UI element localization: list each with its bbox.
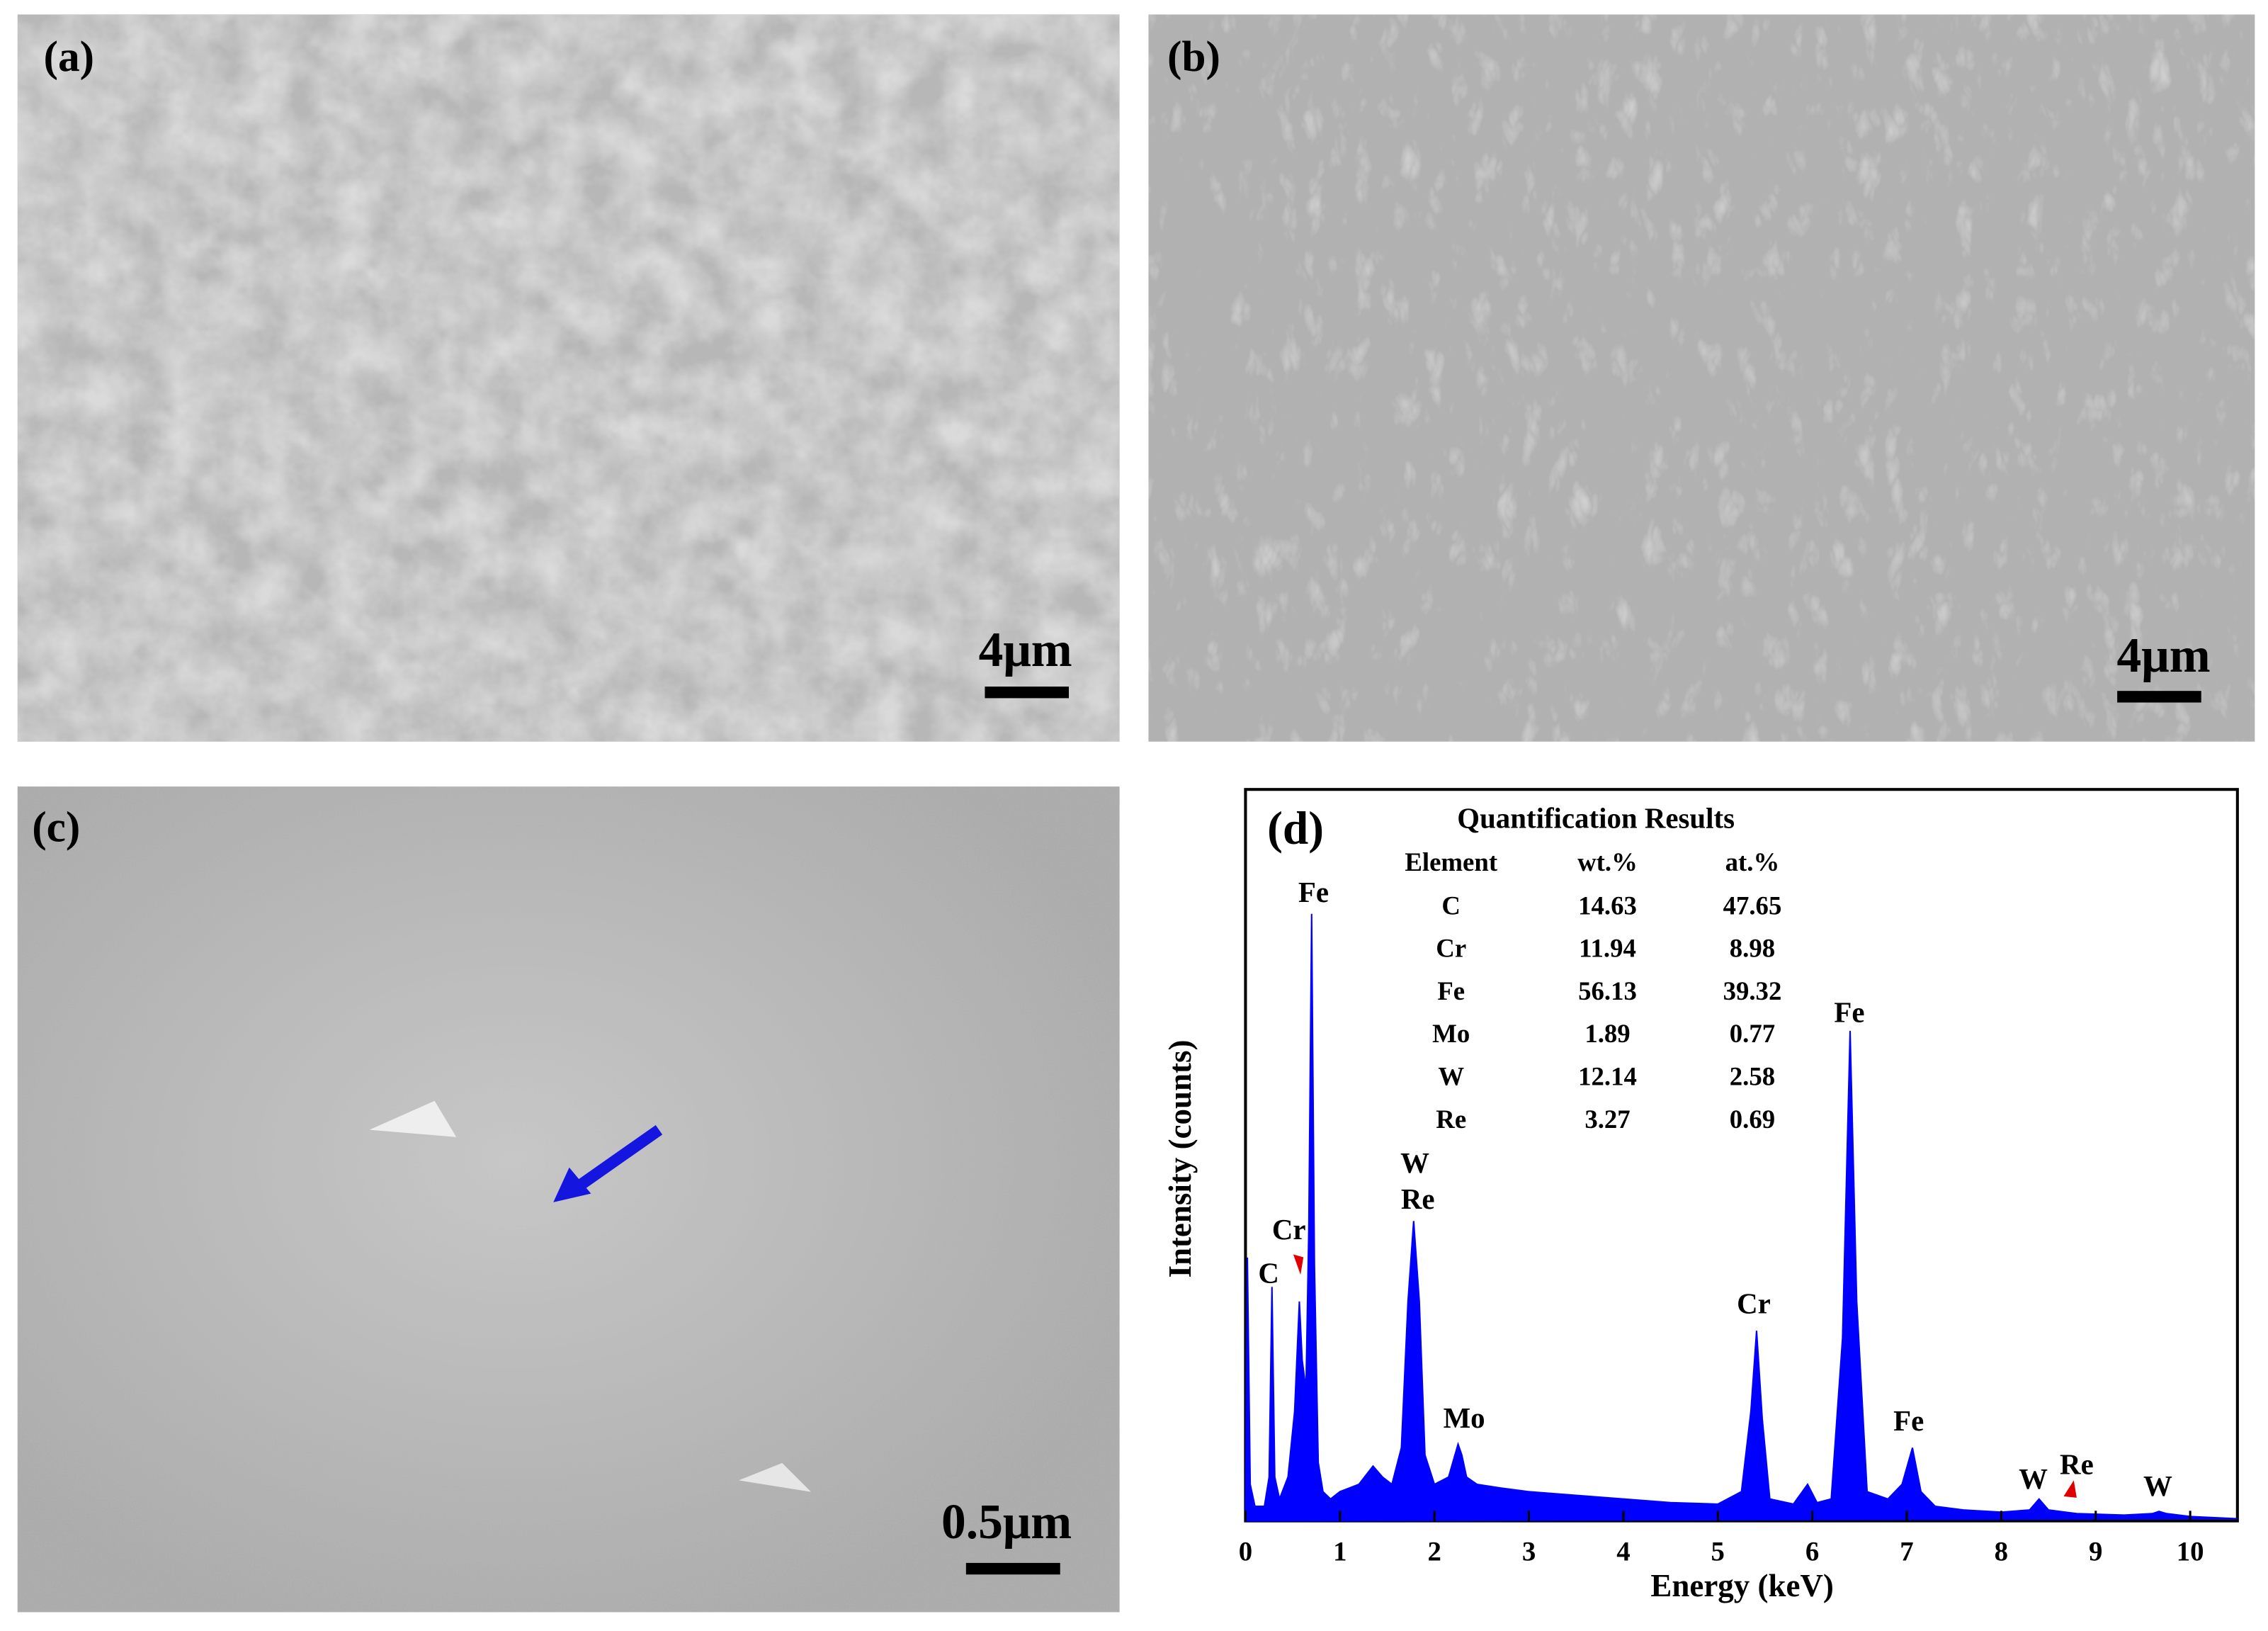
table-cell: Fe xyxy=(1437,976,1465,1005)
peak-label: Re xyxy=(2060,1448,2094,1480)
table-cell: 39.32 xyxy=(1723,976,1782,1005)
x-tick-label: 6 xyxy=(1805,1537,1819,1567)
table-cell: 12.14 xyxy=(1578,1062,1637,1091)
table-cell: Mo xyxy=(1432,1019,1470,1048)
panel-label: (b) xyxy=(1167,33,1220,81)
x-axis-label: Energy (keV) xyxy=(1650,1568,1834,1603)
table-cell: 2.58 xyxy=(1730,1062,1775,1091)
panel-label: (d) xyxy=(1267,803,1324,854)
table-cell: 14.63 xyxy=(1578,891,1637,920)
arrow-shaft xyxy=(573,1124,663,1193)
table-cell: 56.13 xyxy=(1578,976,1637,1005)
panel-label: (c) xyxy=(32,803,80,852)
peak-label: Re xyxy=(1401,1183,1435,1215)
y-axis-label: Intensity (counts) xyxy=(1162,1040,1198,1278)
table-cell: 47.65 xyxy=(1723,891,1782,920)
red-arrow xyxy=(1293,1254,1304,1275)
table-header: Element xyxy=(1405,847,1497,876)
x-tick-label: 10 xyxy=(2177,1537,2204,1567)
peak-label: W xyxy=(2019,1463,2048,1495)
spectrum xyxy=(1244,913,2238,1522)
x-tick-label: 3 xyxy=(1522,1537,1536,1567)
scale-bar xyxy=(2117,691,2201,703)
x-tick-label: 1 xyxy=(1333,1537,1346,1567)
scale-bar-label: 4μm xyxy=(2117,628,2211,683)
x-tick-label: 9 xyxy=(2089,1537,2102,1567)
peak-label: W xyxy=(2143,1470,2172,1502)
particle xyxy=(369,1100,457,1137)
peak-label: Cr xyxy=(1737,1287,1771,1319)
red-arrow xyxy=(2063,1480,2077,1498)
scale-bar-label: 0.5μm xyxy=(941,1495,1072,1550)
scale-bar xyxy=(965,1562,1060,1575)
table-cell: Re xyxy=(1436,1105,1466,1134)
table-cell: 0.77 xyxy=(1730,1019,1775,1048)
table-cell: 8.98 xyxy=(1730,934,1775,963)
peak-label: Fe xyxy=(1893,1405,1924,1437)
table-cell: 3.27 xyxy=(1584,1105,1630,1134)
scale-bar xyxy=(985,687,1070,699)
micrograph-a xyxy=(17,14,1120,742)
table-cell: 1.89 xyxy=(1584,1019,1630,1048)
arrow-head xyxy=(553,1167,591,1202)
peak-label: Fe xyxy=(1298,876,1329,908)
x-tick-label: 5 xyxy=(1711,1537,1725,1567)
micrograph-c xyxy=(17,786,1120,1613)
table-title: Quantification Results xyxy=(1457,803,1735,835)
table-cell: W xyxy=(1438,1062,1464,1091)
peak-label: Mo xyxy=(1444,1402,1485,1434)
peak-label: Cr xyxy=(1272,1214,1306,1246)
table-cell: 11.94 xyxy=(1579,934,1636,963)
table-header: at.% xyxy=(1725,847,1780,876)
table-cell: 0.69 xyxy=(1730,1105,1775,1134)
x-tick-label: 0 xyxy=(1239,1537,1252,1567)
panel-label: (a) xyxy=(44,33,95,81)
micrograph-b xyxy=(1148,14,2255,742)
x-tick-label: 4 xyxy=(1616,1537,1630,1567)
peak-label: Fe xyxy=(1834,997,1864,1029)
table-cell: C xyxy=(1441,891,1461,920)
table-header: wt.% xyxy=(1577,847,1638,876)
x-tick-label: 7 xyxy=(1900,1537,1913,1567)
x-tick-label: 2 xyxy=(1427,1537,1441,1567)
table-cell: Cr xyxy=(1436,934,1466,963)
peak-label: W xyxy=(1400,1147,1429,1179)
scale-bar-label: 4μm xyxy=(979,623,1072,677)
x-tick-label: 8 xyxy=(1995,1537,2008,1567)
peak-label: C xyxy=(1258,1257,1279,1289)
particle xyxy=(738,1462,812,1492)
plot-frame xyxy=(1244,788,2239,1523)
